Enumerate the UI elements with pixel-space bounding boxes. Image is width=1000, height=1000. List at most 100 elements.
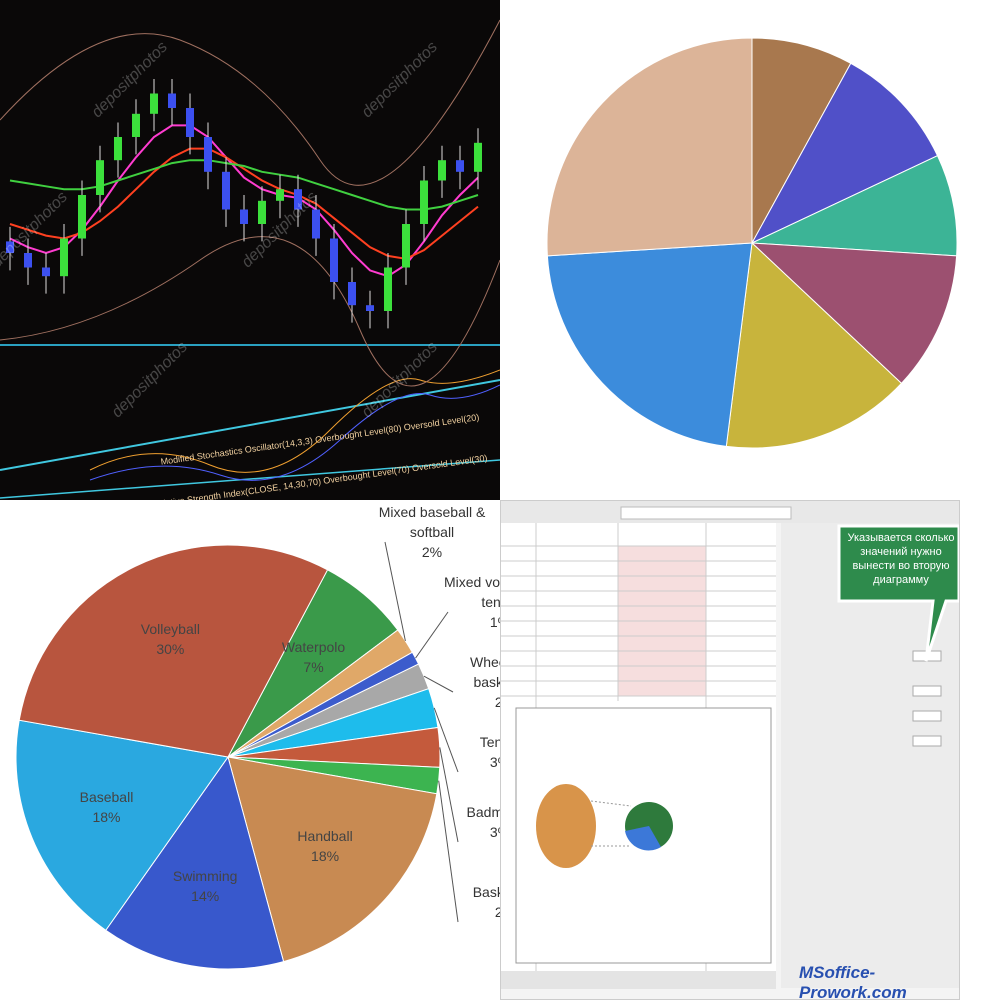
candle-body <box>420 180 428 224</box>
candle-body <box>294 189 302 210</box>
category-label: Wheelchair basketball <box>469 654 500 690</box>
candle-body <box>186 108 194 137</box>
leader-line <box>384 541 406 642</box>
candle-body <box>132 113 140 137</box>
candle-body <box>312 209 320 239</box>
slice-label: Wheelchair basketball 2% <box>445 652 500 712</box>
candle-body <box>96 160 104 195</box>
value-label: 14% <box>191 888 220 905</box>
pie-slice <box>15 719 229 931</box>
watermark: depositphotos <box>109 339 191 421</box>
oscillator-line <box>89 384 500 481</box>
category-label: Mixed baseball & softball <box>378 504 486 540</box>
pie-slice <box>750 242 958 385</box>
pie-main <box>536 784 596 868</box>
callout-text: Указывается сколько значений нужно вынес… <box>847 532 955 586</box>
value-label: 2% <box>421 544 443 560</box>
slice-label: Tennis 3% <box>450 732 500 772</box>
candle-body <box>42 267 50 277</box>
oscillator-line <box>89 369 500 473</box>
category-label: Handball <box>297 827 353 844</box>
leader-line <box>433 707 459 773</box>
value-label: 3% <box>489 824 500 840</box>
category-label: Basketball <box>472 884 500 900</box>
pie-slice <box>105 755 285 970</box>
moving-average <box>9 159 479 211</box>
value-label: 7% <box>303 659 324 676</box>
candle-body <box>366 305 374 311</box>
watermark: depositphotos <box>359 39 441 121</box>
moving-average <box>9 147 479 260</box>
excel-screenshot: Указывается сколько значений нужно вынес… <box>500 500 960 1000</box>
candle-body <box>150 93 158 114</box>
candle-body <box>276 189 284 201</box>
category-label: Mixed volleyball & tennis <box>443 574 500 610</box>
pie-chart <box>15 541 459 970</box>
sports-pie-panel: Waterpolo 7% Mixed baseball & softball 2% Mi… <box>0 500 500 1000</box>
stock-panel: Modified Stochastics Oscillator(14,3,3) … <box>0 0 500 500</box>
connector <box>590 800 632 847</box>
candle-body <box>258 200 266 224</box>
slice-label: Basketball 2% <box>450 882 500 922</box>
candle-body <box>240 209 248 224</box>
value-label: 3% <box>489 754 500 770</box>
category-label: Baseball <box>79 789 134 806</box>
band-line <box>0 19 500 186</box>
pie-slice <box>725 241 903 449</box>
slice-label: Mixed volleyball & tennis 1% <box>440 572 500 632</box>
leader-line <box>423 675 454 693</box>
pie-slice <box>18 544 329 758</box>
category-label: Badminton <box>466 804 500 820</box>
candle-body <box>330 238 338 282</box>
category-label: Volleyball <box>140 620 200 637</box>
category-label: Swimming <box>172 868 238 885</box>
watermark: depositphotos <box>359 339 441 421</box>
slice-label: Mixed baseball & softball 2% <box>377 502 487 562</box>
value-label: 18% <box>311 847 340 864</box>
candle-body <box>348 282 356 306</box>
pie-slice <box>751 155 958 257</box>
candle-body <box>438 160 446 181</box>
category-label: Tennis <box>479 734 500 750</box>
category-label: Waterpolo <box>281 639 346 656</box>
leader-line <box>438 780 459 923</box>
pie-slice <box>750 62 939 245</box>
pie-slice <box>227 756 438 963</box>
pie-secondary-part <box>625 826 661 851</box>
logo: MSoffice-Prowork.com <box>799 963 907 1000</box>
input[interactable] <box>912 735 942 747</box>
input[interactable] <box>912 685 942 697</box>
band-line <box>0 236 500 387</box>
value-label: 2% <box>494 904 500 920</box>
value-label: 2% <box>494 694 500 710</box>
candle-body <box>78 195 86 239</box>
candle-body <box>474 142 482 172</box>
candle-body <box>402 224 410 268</box>
leader-line <box>415 611 449 659</box>
candle-body <box>456 160 464 172</box>
pane-border <box>0 459 500 499</box>
pie-slice <box>546 37 753 257</box>
candle-body <box>168 93 176 108</box>
stock-chart: Modified Stochastics Oscillator(14,3,3) … <box>0 19 500 500</box>
callout <box>837 524 959 662</box>
watermark: depositphotos <box>89 39 171 121</box>
pie-chart <box>546 37 958 449</box>
candle-body <box>204 137 212 172</box>
candle-body <box>6 241 14 253</box>
pie-panel <box>500 0 1000 500</box>
slice-label: Badminton 3% <box>450 802 500 842</box>
pane-border <box>0 379 500 471</box>
input[interactable] <box>912 710 942 722</box>
value-label: 1% <box>489 614 500 630</box>
candle-body <box>222 171 230 210</box>
value-label: 30% <box>156 640 185 657</box>
candle-body <box>60 238 68 277</box>
formula-input <box>620 506 792 520</box>
pie-slice <box>546 242 753 447</box>
moving-average <box>9 124 479 278</box>
pie-slice <box>751 37 852 244</box>
indicator-label: Modified Stochastics Oscillator(14,3,3) … <box>160 412 480 467</box>
candle-body <box>114 137 122 161</box>
